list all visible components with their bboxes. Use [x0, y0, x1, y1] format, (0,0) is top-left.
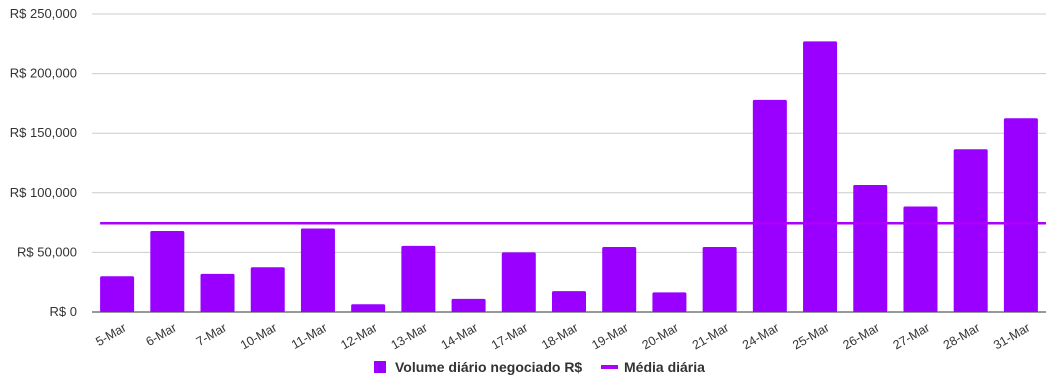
bar — [652, 292, 687, 312]
x-tick-label: 12-Mar — [338, 320, 379, 352]
bar — [903, 206, 938, 312]
y-tick-label: R$ 100,000 — [10, 185, 77, 200]
x-tick-label: 18-Mar — [539, 320, 580, 352]
bar — [100, 276, 135, 312]
x-tick-label: 28-Mar — [941, 320, 982, 352]
y-axis-ticks: R$ 0 R$ 50,000 R$ 100,000 R$ 150,000 R$ 200,… — [10, 6, 77, 319]
bar — [401, 245, 436, 312]
gridlines — [92, 13, 1046, 313]
bar — [552, 291, 586, 312]
x-tick-label: 19-Mar — [589, 320, 630, 352]
bar — [250, 267, 285, 312]
x-tick-label: 26-Mar — [840, 320, 881, 352]
x-tick-label: 17-Mar — [489, 320, 530, 352]
legend-label-volume: Volume diário negociado R$ — [395, 359, 582, 375]
bar — [602, 247, 637, 312]
bar — [200, 273, 235, 312]
x-tick-label: 5-Mar — [93, 320, 128, 348]
legend-swatch-volume — [374, 361, 386, 373]
x-tick-label: 25-Mar — [790, 320, 831, 352]
x-tick-label: 31-Mar — [991, 320, 1032, 352]
legend: Volume diário negociado R$ Média diária — [374, 359, 705, 375]
y-tick-label: R$ 150,000 — [10, 125, 77, 140]
x-tick-label: 27-Mar — [891, 320, 932, 352]
y-tick-label: R$ 250,000 — [10, 6, 77, 21]
x-tick-label: 11-Mar — [289, 320, 329, 351]
x-tick-label: 24-Mar — [740, 320, 781, 352]
y-tick-label: R$ 200,000 — [10, 66, 77, 81]
bar — [953, 149, 988, 312]
x-tick-label: 13-Mar — [389, 320, 430, 352]
legend-label-average: Média diária — [624, 359, 705, 375]
bar — [803, 41, 838, 312]
y-tick-label: R$ 50,000 — [17, 244, 77, 259]
x-tick-label: 14-Mar — [439, 320, 480, 352]
x-tick-label: 7-Mar — [194, 320, 229, 348]
bar — [451, 298, 486, 312]
y-tick-label: R$ 0 — [50, 304, 77, 319]
bar — [702, 247, 737, 312]
bar — [752, 99, 787, 312]
bar — [853, 185, 888, 312]
x-tick-label: 20-Mar — [640, 320, 681, 352]
bar — [150, 230, 185, 312]
x-tick-label: 10-Mar — [238, 320, 279, 352]
x-tick-label: 6-Mar — [144, 320, 179, 348]
x-tick-label: 21-Mar — [690, 320, 731, 352]
bar — [501, 252, 536, 312]
bar — [300, 228, 335, 312]
bar — [1003, 118, 1038, 312]
bar-series — [100, 41, 1038, 312]
x-axis-labels: 5-Mar 6-Mar 7-Mar 10-Mar 11-Mar 12-Mar 13-Mar 1… — [93, 320, 1032, 352]
bar — [351, 304, 386, 312]
legend-swatch-average — [601, 365, 618, 369]
